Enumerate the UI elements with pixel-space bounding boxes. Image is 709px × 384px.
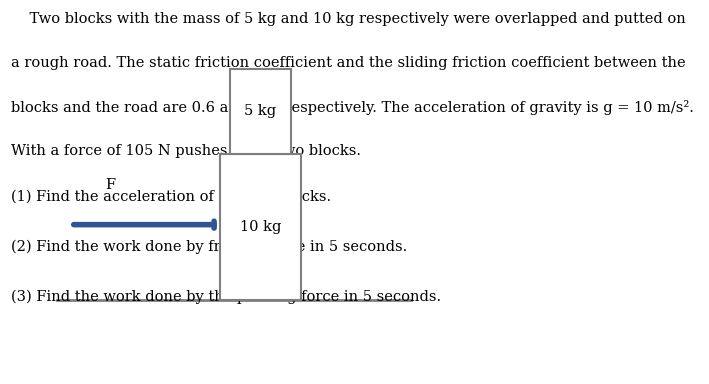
Text: a rough road. The static friction coefficient and the sliding friction coefficie: a rough road. The static friction coeffi… <box>11 56 686 70</box>
Text: 10 kg: 10 kg <box>240 220 281 233</box>
Text: (2) Find the work done by friction force in 5 seconds.: (2) Find the work done by friction force… <box>11 240 407 254</box>
Bar <box>230 69 291 154</box>
Text: blocks and the road are 0.6 and 0.4, respectively. The acceleration of gravity i: blocks and the road are 0.6 and 0.4, res… <box>11 100 693 115</box>
Text: With a force of 105 N pushes these two blocks.: With a force of 105 N pushes these two b… <box>11 144 361 158</box>
Text: F: F <box>105 178 115 192</box>
Text: (3) Find the work done by the pushing force in 5 seconds.: (3) Find the work done by the pushing fo… <box>11 290 441 304</box>
Bar <box>220 154 301 300</box>
Text: 5 kg: 5 kg <box>245 104 277 118</box>
Text: Two blocks with the mass of 5 kg and 10 kg respectively were overlapped and putt: Two blocks with the mass of 5 kg and 10 … <box>11 12 686 25</box>
Text: (1) Find the acceleration of the two blocks.: (1) Find the acceleration of the two blo… <box>11 190 331 204</box>
